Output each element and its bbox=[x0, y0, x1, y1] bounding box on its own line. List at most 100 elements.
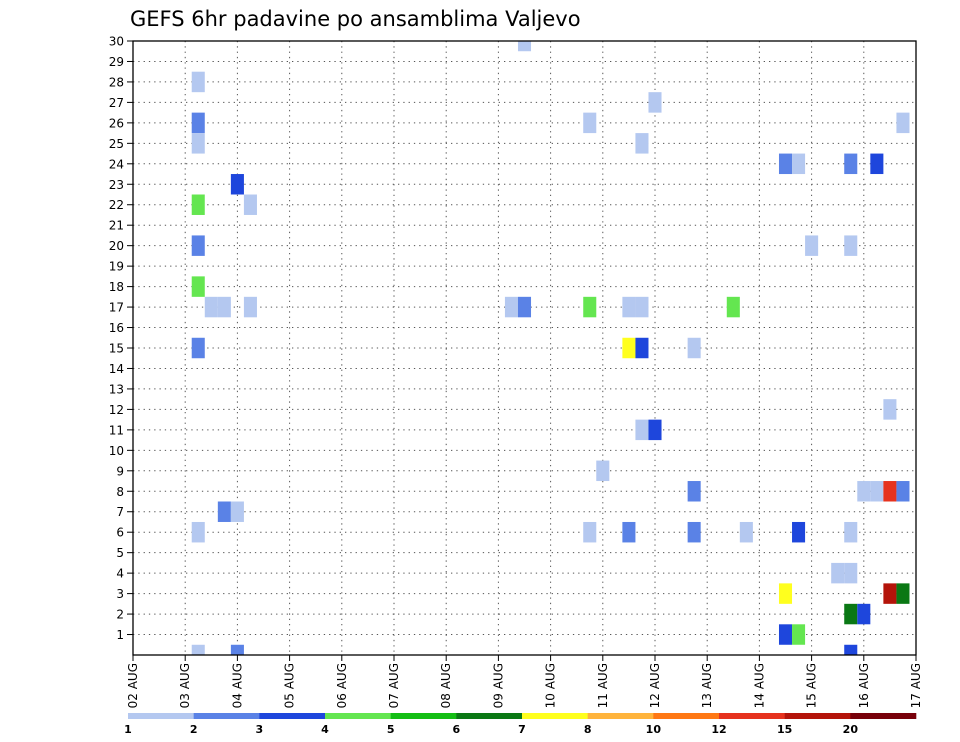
y-tick-label: 7 bbox=[116, 505, 124, 519]
colorbar-segment bbox=[390, 713, 457, 719]
y-tick-label: 3 bbox=[116, 587, 124, 601]
y-tick-label: 22 bbox=[109, 198, 124, 212]
colorbar-label: 12 bbox=[711, 723, 726, 736]
x-tick-label: 06 AUG bbox=[335, 663, 349, 708]
y-axis-ticks: 1234567891011121314151617181920212223242… bbox=[109, 35, 133, 642]
precip-cell bbox=[191, 71, 205, 93]
precip-cell bbox=[844, 603, 858, 625]
precip-cell bbox=[622, 296, 636, 318]
precip-cell bbox=[217, 296, 231, 318]
colorbar-segment bbox=[587, 713, 654, 719]
grid-lines bbox=[133, 41, 916, 655]
x-tick-label: 12 AUG bbox=[648, 663, 662, 708]
precip-cell bbox=[648, 419, 662, 441]
precip-cell bbox=[844, 235, 858, 256]
precip-cell bbox=[635, 133, 649, 154]
y-tick-label: 6 bbox=[116, 526, 124, 540]
precip-cell bbox=[191, 112, 205, 134]
precip-cell bbox=[191, 644, 205, 655]
colorbar-label: 7 bbox=[518, 723, 526, 736]
precip-cells bbox=[191, 41, 910, 655]
y-tick-label: 15 bbox=[109, 342, 124, 356]
precip-cell bbox=[191, 337, 205, 359]
precip-cell bbox=[191, 235, 205, 256]
precip-cell bbox=[896, 583, 910, 604]
precip-cell bbox=[844, 521, 858, 543]
x-tick-label: 04 AUG bbox=[230, 663, 244, 708]
precip-cell bbox=[191, 133, 205, 154]
y-tick-label: 23 bbox=[109, 178, 124, 192]
precip-cell bbox=[517, 296, 532, 318]
y-tick-label: 26 bbox=[109, 116, 124, 130]
y-tick-label: 27 bbox=[109, 96, 124, 110]
precip-cell bbox=[583, 296, 597, 318]
x-tick-label: 14 AUG bbox=[752, 663, 766, 708]
colorbar-segment bbox=[784, 713, 851, 719]
precip-cell bbox=[883, 481, 897, 502]
colorbar-label: 1 bbox=[124, 723, 132, 736]
precip-cell bbox=[622, 521, 636, 543]
y-tick-label: 24 bbox=[109, 157, 124, 171]
precip-cell bbox=[792, 521, 806, 543]
precip-cell bbox=[191, 521, 205, 543]
precip-cell bbox=[831, 562, 845, 584]
precip-cell bbox=[739, 521, 753, 543]
precip-cell bbox=[191, 276, 205, 297]
precip-cell bbox=[596, 460, 610, 482]
precip-cell bbox=[648, 92, 662, 113]
y-tick-label: 21 bbox=[109, 219, 124, 233]
precip-cell bbox=[778, 624, 793, 645]
colorbar: 1 2 3 4 5 6 7 8 10 12 15 20 bbox=[124, 713, 917, 736]
y-tick-label: 19 bbox=[109, 260, 124, 274]
precip-cell bbox=[583, 521, 597, 543]
precip-cell bbox=[230, 644, 244, 655]
precip-cell bbox=[687, 337, 701, 359]
precip-cell bbox=[792, 153, 806, 175]
y-tick-label: 5 bbox=[116, 546, 124, 560]
precip-cell bbox=[857, 603, 871, 625]
precip-cell bbox=[896, 112, 910, 134]
colorbar-label: 3 bbox=[256, 723, 264, 736]
y-tick-label: 30 bbox=[109, 35, 124, 49]
precip-cell bbox=[191, 194, 205, 215]
y-tick-label: 17 bbox=[109, 301, 124, 315]
x-tick-label: 10 AUG bbox=[544, 663, 558, 708]
precip-cell bbox=[883, 583, 897, 604]
x-axis-ticks: 02 AUG 03 AUG 04 AUG 05 AUG 06 AUG 07 AUG 08 A… bbox=[126, 655, 923, 708]
y-tick-label: 1 bbox=[116, 628, 124, 642]
colorbar-label: 2 bbox=[190, 723, 198, 736]
chart-title: GEFS 6hr padavine po ansamblima Valjevo bbox=[130, 7, 581, 31]
y-tick-label: 20 bbox=[109, 239, 124, 253]
precip-cell bbox=[778, 153, 793, 175]
x-tick-label: 16 AUG bbox=[857, 663, 871, 708]
precip-cell bbox=[243, 296, 257, 318]
precip-cell bbox=[883, 399, 897, 420]
colorbar-label: 20 bbox=[843, 723, 859, 736]
precip-cell bbox=[805, 235, 819, 256]
colorbar-segment bbox=[128, 713, 194, 719]
precip-cell bbox=[870, 153, 884, 175]
colorbar-label: 5 bbox=[387, 723, 395, 736]
precip-cell bbox=[687, 481, 701, 502]
y-tick-label: 8 bbox=[116, 485, 124, 499]
colorbar-segment bbox=[259, 713, 326, 719]
x-tick-label: 02 AUG bbox=[126, 663, 140, 708]
precip-cell bbox=[583, 112, 597, 134]
precip-cell bbox=[204, 296, 218, 318]
precip-cell bbox=[778, 583, 793, 604]
y-tick-label: 18 bbox=[109, 280, 124, 294]
y-tick-label: 2 bbox=[116, 608, 124, 622]
x-tick-label: 03 AUG bbox=[178, 663, 192, 708]
precip-cell bbox=[635, 296, 649, 318]
precip-cell bbox=[844, 644, 858, 655]
y-tick-label: 29 bbox=[109, 55, 124, 69]
precip-cell bbox=[635, 419, 649, 441]
precip-cell bbox=[844, 153, 858, 175]
y-tick-label: 14 bbox=[109, 362, 124, 376]
x-tick-label: 15 AUG bbox=[805, 663, 819, 708]
colorbar-segment bbox=[719, 713, 785, 719]
precip-cell bbox=[726, 296, 740, 318]
precip-cell bbox=[243, 194, 257, 215]
colorbar-segment bbox=[193, 713, 260, 719]
precip-cell bbox=[217, 501, 231, 522]
